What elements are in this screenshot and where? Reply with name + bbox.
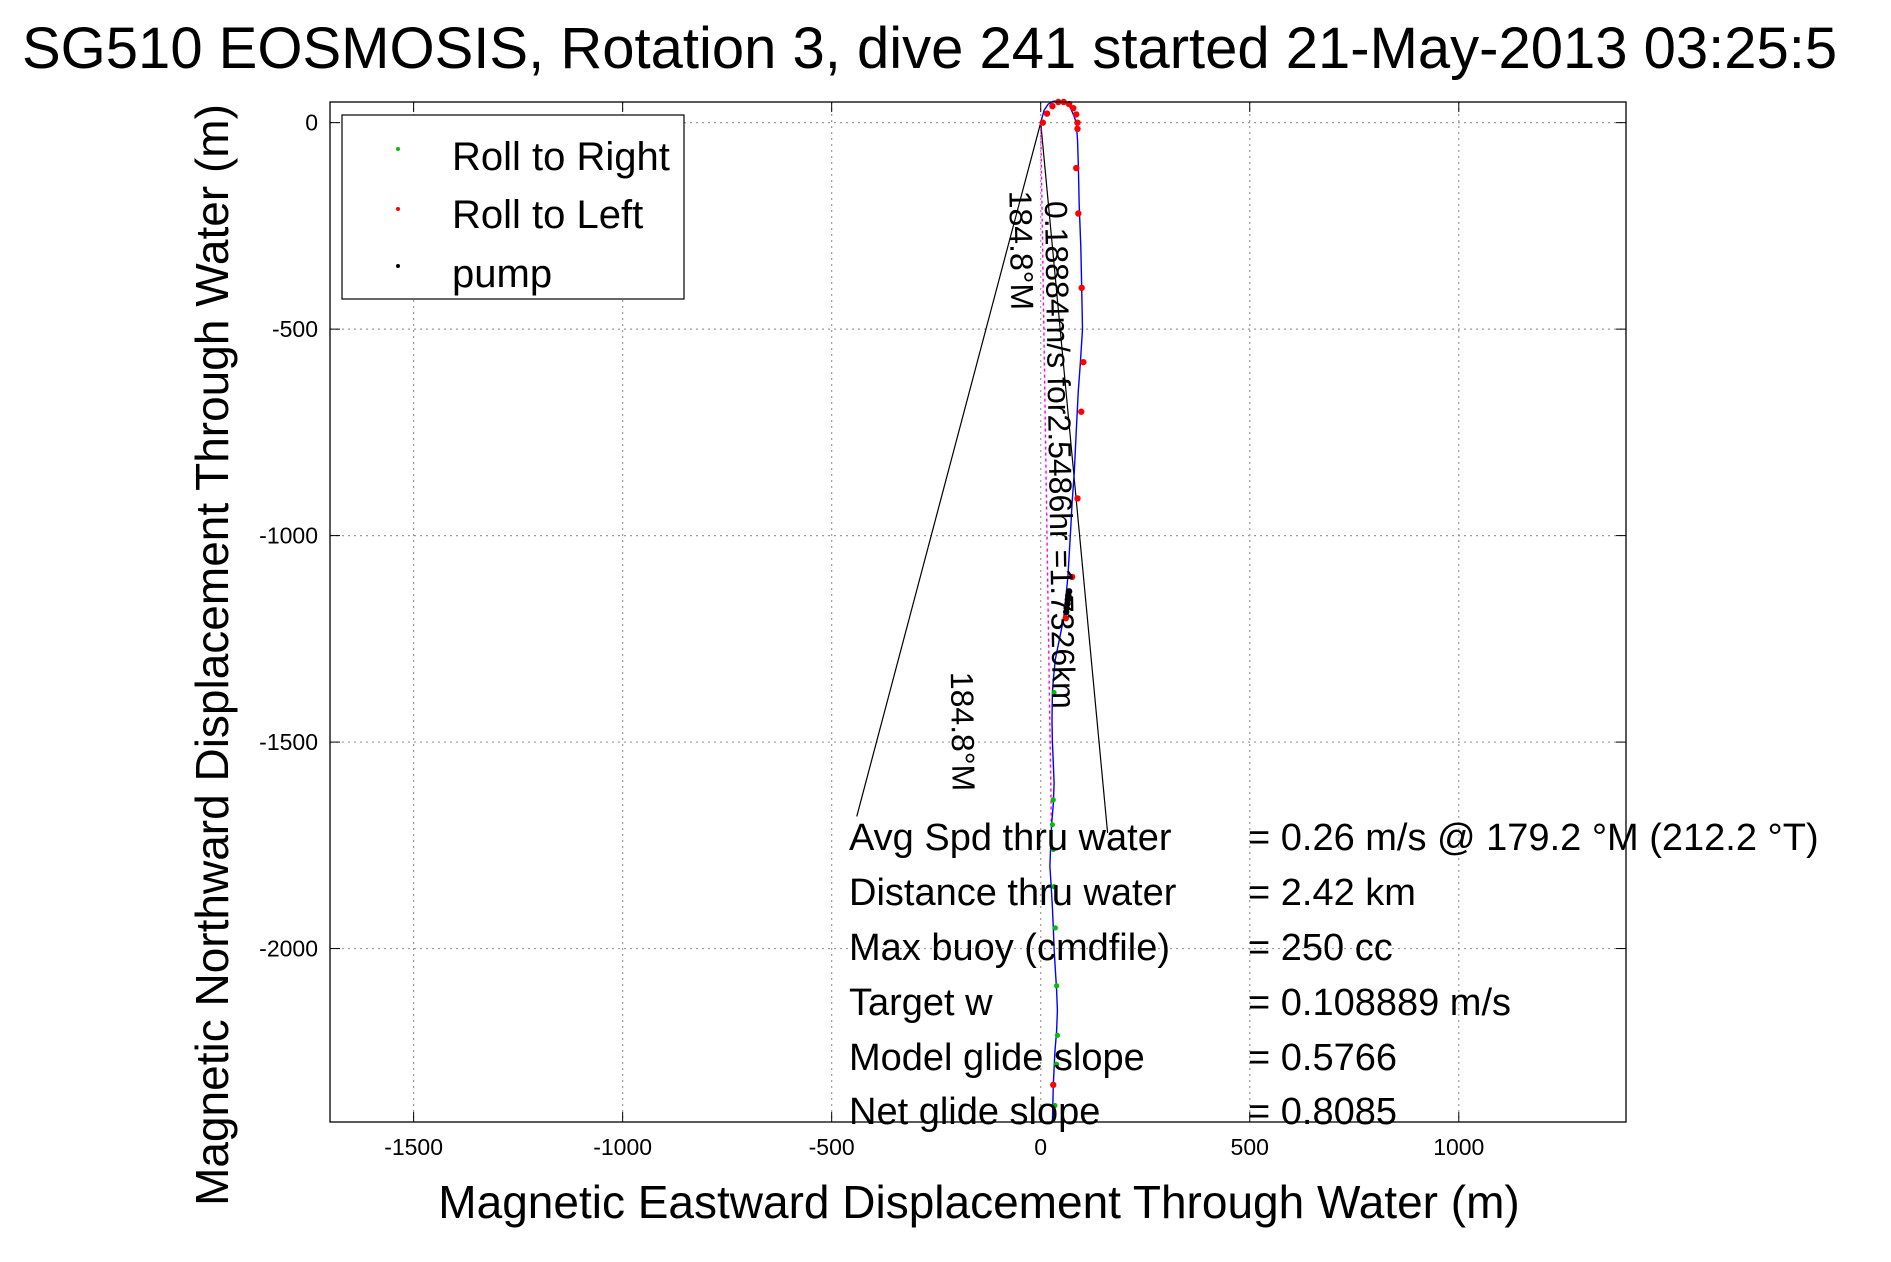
stat-value-max-buoy: = 250 cc	[1248, 927, 1393, 969]
axes	[329, 101, 1627, 1123]
roll-left-point	[1080, 358, 1087, 366]
legend-box	[341, 114, 685, 300]
grid	[330, 102, 1626, 1122]
roll-left-point	[1078, 408, 1085, 415]
y-tick-label: -500	[272, 316, 318, 342]
roll-left-point	[1062, 614, 1069, 622]
data-points	[1039, 98, 1087, 1109]
roll-right-point	[1051, 689, 1057, 696]
legend-marker-roll-left	[396, 207, 400, 211]
legend-label-roll-right: Roll to Right	[452, 135, 670, 179]
stat-label-net-glide: Net glide slope	[849, 1091, 1100, 1133]
x-axis-label: Magnetic Eastward Displacement Through W…	[438, 1176, 1519, 1228]
stat-value-avg-speed: = 0.26 m/s @ 179.2 °M (212.2 °T)	[1248, 817, 1819, 859]
roll-left-point	[1074, 125, 1081, 133]
y-axis-label: Magnetic Northward Displacement Through …	[186, 104, 238, 1206]
legend-marker-pump	[396, 264, 400, 268]
y-tick-label: -2000	[259, 936, 318, 962]
y-tick-label: -1000	[259, 523, 318, 549]
roll-left-point	[1068, 573, 1076, 581]
roll-left-point	[1050, 1081, 1057, 1089]
roll-right-point	[1052, 925, 1058, 931]
x-tick-label: 1000	[1433, 1134, 1484, 1160]
pump-point	[1063, 608, 1070, 616]
stat-label-distance: Distance thru water	[849, 872, 1177, 914]
stat-value-model-glide: = 0.5766	[1248, 1037, 1397, 1079]
x-tick-label: -500	[809, 1134, 855, 1160]
roll-right-point	[1054, 1032, 1061, 1038]
stat-label-target-w: Target w	[849, 982, 993, 1024]
annotations: 0.18884m/s for2.5486hr =1.7326km184.8°M1…	[944, 190, 1082, 791]
stat-label-model-glide: Model glide slope	[849, 1037, 1145, 1079]
roll-right-point	[1051, 884, 1057, 890]
y-tick-label: 0	[305, 110, 318, 136]
annotation-label: 0.18884m/s for2.5486hr =1.7326km	[1038, 201, 1082, 709]
legend-label-pump: pump	[452, 252, 552, 296]
x-tick-label: 0	[1034, 1134, 1047, 1160]
x-tick-label: -1000	[593, 1134, 652, 1160]
stats-block: Avg Spd thru water = 0.26 m/s @ 179.2 °M…	[849, 817, 1819, 1133]
roll-left-point	[1070, 104, 1077, 112]
tick-labels: -1500 -1000 -500 0 500 1000 0 -500 -1000 -1500 -20…	[259, 110, 1484, 1160]
roll-left-point	[1073, 164, 1080, 172]
roll-right-point	[1053, 983, 1060, 989]
legend-label-roll-left: Roll to Left	[452, 193, 643, 237]
roll-left-point	[1043, 110, 1051, 117]
roll-left-point	[1074, 495, 1081, 502]
stat-value-target-w: = 0.108889 m/s	[1248, 982, 1511, 1024]
y-tick-label: -1500	[259, 729, 318, 755]
annotation-label: 184.8°M	[1002, 190, 1040, 310]
roll-left-point	[1073, 111, 1080, 118]
stat-label-avg-speed: Avg Spd thru water	[849, 817, 1172, 859]
heading-line	[856, 122, 1042, 817]
current-vector-line	[1040, 122, 1053, 838]
roll-right-point	[1053, 1061, 1060, 1067]
annotation-label: 184.8°M	[944, 671, 982, 791]
current-vector	[1040, 122, 1053, 838]
x-tick-label: -1500	[384, 1134, 443, 1160]
roll-left-point	[1074, 119, 1081, 126]
roll-right-point	[1052, 1102, 1058, 1109]
stat-label-max-buoy: Max buoy (cmdfile)	[849, 927, 1170, 969]
stat-value-distance: = 2.42 km	[1248, 872, 1416, 914]
roll-left-point	[1078, 284, 1085, 292]
legend: Roll to Right Roll to Left pump	[341, 114, 685, 300]
roll-right-point	[1050, 846, 1056, 853]
chart-title: SG510 EOSMOSIS, Rotation 3, dive 241 sta…	[22, 16, 1837, 81]
x-tick-label: 500	[1231, 1134, 1269, 1160]
stat-value-net-glide: = 0.8085	[1248, 1091, 1397, 1133]
legend-marker-roll-right	[396, 147, 400, 151]
roll-left-point	[1075, 210, 1082, 217]
plot-frame	[329, 101, 1627, 1123]
roll-left-point	[1039, 119, 1047, 126]
roll-left-point	[1049, 102, 1056, 110]
roll-right-point	[1050, 797, 1056, 803]
roll-right-point	[1049, 822, 1056, 828]
